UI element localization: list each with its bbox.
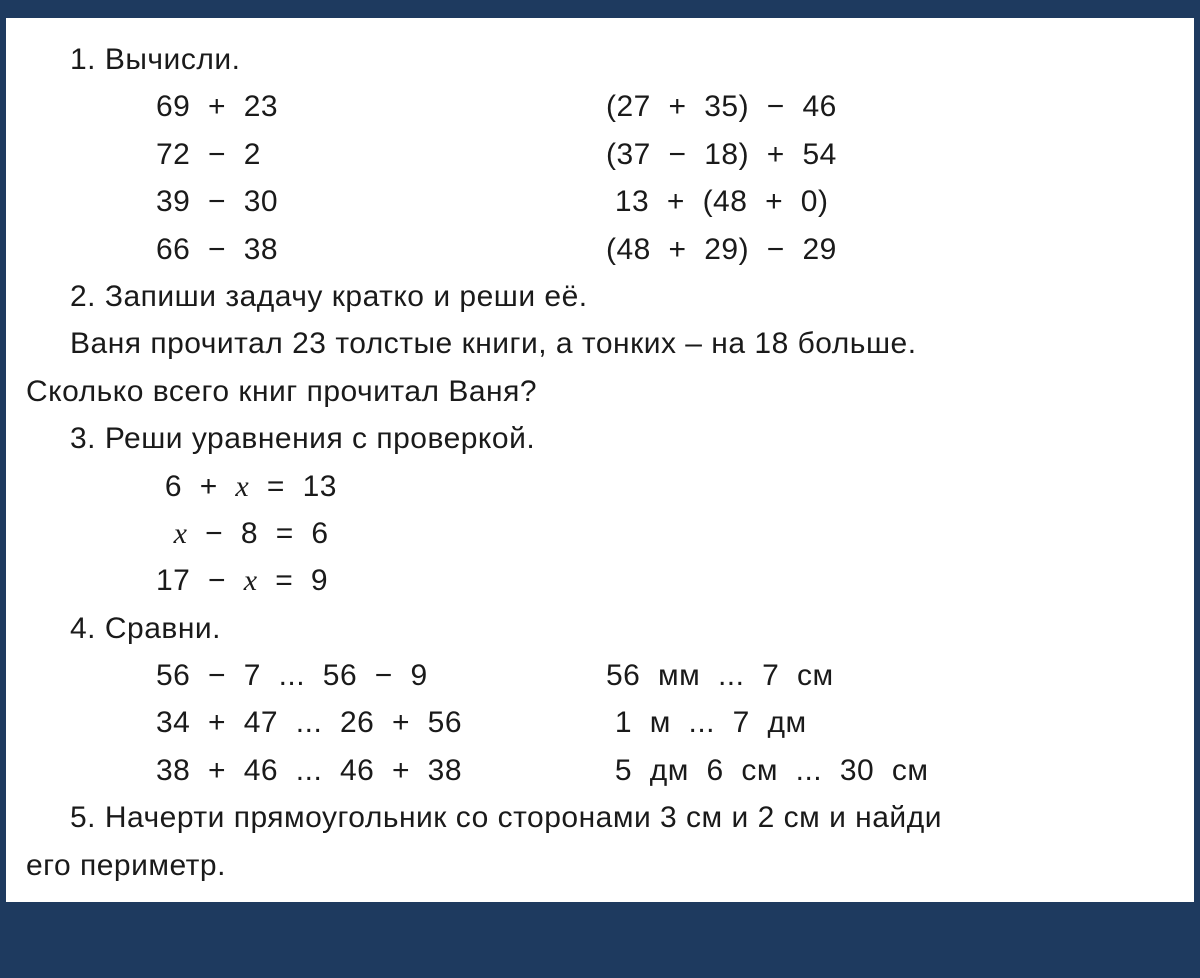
expr: 72 − 2 [156,131,586,178]
task-5-line2: его периметр. [16,842,1184,889]
task-1-columns: 69 + 23 72 − 2 39 − 30 66 − 38 (27 + 35)… [16,83,1184,273]
expr: (27 + 35) − 46 [606,83,837,130]
task-1-left-column: 69 + 23 72 − 2 39 − 30 66 − 38 [16,83,586,273]
equation: x − 8 = 6 [156,510,1184,557]
variable-x: x [174,517,188,550]
expr: (48 + 29) − 29 [606,226,837,273]
task-4-columns: 56 − 7 ... 56 − 9 34 + 47 ... 26 + 56 38… [16,652,1184,794]
task-5-line1: 5. Начерти прямоугольник со сторонами 3 … [16,794,1184,841]
comparison: 56 мм ... 7 см [606,652,928,699]
expr: 66 − 38 [156,226,586,273]
task-4-left-column: 56 − 7 ... 56 − 9 34 + 47 ... 26 + 56 38… [16,652,586,794]
task-3-title: 3. Реши уравнения с проверкой. [16,415,1184,462]
task-2-text-line1: Ваня прочитал 23 толстые книги, а тонких… [16,320,1184,367]
expr: 69 + 23 [156,83,586,130]
variable-x: x [244,564,258,597]
expr: (37 − 18) + 54 [606,131,837,178]
task-2-title: 2. Запиши задачу кратко и реши её. [16,273,1184,320]
comparison: 56 − 7 ... 56 − 9 [156,652,586,699]
equation: 17 − x = 9 [156,557,1184,604]
worksheet-page: 1. Вычисли. 69 + 23 72 − 2 39 − 30 66 − … [6,18,1194,902]
task-3-equations: 6 + x = 13 x − 8 = 6 17 − x = 9 [16,463,1184,605]
expr: 13 + (48 + 0) [606,178,837,225]
comparison: 38 + 46 ... 46 + 38 [156,747,586,794]
task-1-title: 1. Вычисли. [16,36,1184,83]
equation: 6 + x = 13 [156,463,1184,510]
comparison: 1 м ... 7 дм [606,699,928,746]
task-1-right-column: (27 + 35) − 46 (37 − 18) + 54 13 + (48 +… [586,83,837,273]
comparison: 34 + 47 ... 26 + 56 [156,699,586,746]
expr: 39 − 30 [156,178,586,225]
task-4-title: 4. Сравни. [16,605,1184,652]
task-4-right-column: 56 мм ... 7 см 1 м ... 7 дм 5 дм 6 см ..… [586,652,928,794]
task-2-text-line2: Сколько всего книг прочитал Ваня? [16,368,1184,415]
variable-x: x [235,470,249,503]
comparison: 5 дм 6 см ... 30 см [606,747,928,794]
